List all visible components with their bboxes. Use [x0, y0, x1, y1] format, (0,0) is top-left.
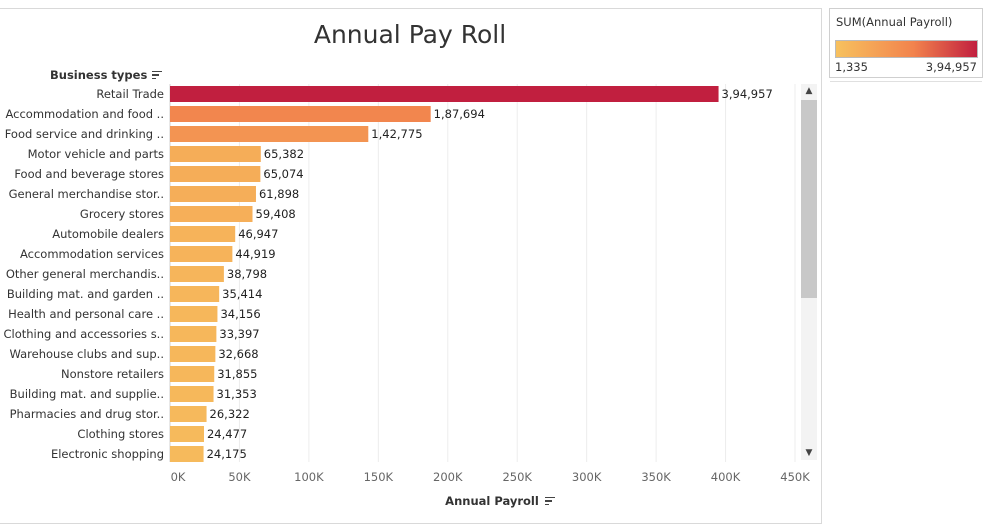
category-label: Motor vehicle and parts — [28, 147, 164, 161]
data-label: 33,397 — [219, 327, 259, 341]
legend-max-label: 3,94,957 — [925, 60, 977, 74]
scroll-down-icon[interactable]: ▼ — [805, 448, 813, 458]
data-label: 34,156 — [220, 307, 260, 321]
data-label: 65,382 — [264, 147, 304, 161]
category-label: Clothing stores — [77, 427, 164, 441]
sort-icon[interactable] — [152, 70, 163, 80]
category-label: Warehouse clubs and sup.. — [9, 347, 164, 361]
data-label: 31,353 — [217, 387, 257, 401]
category-label: Grocery stores — [80, 207, 164, 221]
bar — [170, 386, 214, 402]
category-label: Health and personal care .. — [8, 307, 164, 321]
bar — [170, 206, 253, 222]
bar — [170, 266, 224, 282]
bar — [170, 426, 204, 442]
bar — [170, 306, 218, 322]
bar — [170, 246, 233, 262]
category-label: Accommodation services — [20, 247, 164, 261]
row-header-label: Business types — [50, 68, 148, 82]
vertical-scrollbar[interactable]: ▲ ▼ — [801, 84, 817, 460]
bar — [170, 86, 719, 102]
legend-divider — [830, 81, 982, 82]
data-label: 35,414 — [222, 287, 262, 301]
category-label: Clothing and accessories s.. — [3, 327, 164, 341]
category-label: Nonstore retailers — [61, 367, 164, 381]
data-label: 38,798 — [227, 267, 267, 281]
x-tick-label: 450K — [780, 470, 810, 484]
x-tick-label: 300K — [572, 470, 602, 484]
data-label: 61,898 — [259, 187, 299, 201]
category-label: Pharmacies and drug stor.. — [10, 407, 164, 421]
bar — [170, 226, 236, 242]
chart-title: Annual Pay Roll — [313, 20, 507, 49]
category-label: Electronic shopping — [51, 447, 164, 461]
category-label: Food service and drinking .. — [5, 127, 164, 141]
x-tick-label: 400K — [711, 470, 741, 484]
category-label: Other general merchandis.. — [6, 267, 164, 281]
scroll-up-icon[interactable]: ▲ — [805, 86, 813, 96]
data-label: 46,947 — [238, 227, 278, 241]
x-tick-label: 150K — [364, 470, 394, 484]
x-tick-label: 0K — [171, 470, 186, 484]
category-label: Accommodation and food .. — [6, 107, 165, 121]
color-legend: SUM(Annual Payroll) 1,335 3,94,957 — [829, 8, 983, 82]
bar — [170, 406, 207, 422]
bar — [170, 366, 215, 382]
sort-icon[interactable] — [544, 496, 555, 506]
bar-chart: 0K 50K 100K 150K 200K 250K 300K 350K 400K 450K Ret… — [3, 84, 810, 484]
category-label: General merchandise stor.. — [9, 187, 164, 201]
x-tick-label: 100K — [294, 470, 324, 484]
scroll-thumb[interactable] — [801, 100, 817, 298]
legend-color-ramp — [835, 40, 978, 58]
bar — [170, 346, 216, 362]
data-label: 59,408 — [256, 207, 296, 221]
category-label: Building mat. and supplie.. — [10, 387, 164, 401]
category-label: Food and beverage stores — [14, 167, 164, 181]
data-label: 1,42,775 — [371, 127, 422, 141]
x-tick-label: 350K — [641, 470, 671, 484]
bar — [170, 166, 261, 182]
legend-title: SUM(Annual Payroll) — [836, 15, 953, 29]
category-label: Automobile dealers — [52, 227, 164, 241]
x-axis-label: Annual Payroll — [445, 494, 539, 508]
data-label: 65,074 — [263, 167, 303, 181]
bar — [170, 146, 261, 162]
row-header[interactable]: Business types — [50, 68, 163, 82]
category-label: Building mat. and garden .. — [7, 287, 164, 301]
x-tick-label: 50K — [228, 470, 251, 484]
bar — [170, 126, 369, 142]
x-tick-label: 250K — [502, 470, 532, 484]
legend-min-label: 1,335 — [835, 60, 868, 74]
data-label: 26,322 — [210, 407, 250, 421]
bar — [170, 186, 256, 202]
x-axis-title[interactable]: Annual Payroll — [420, 494, 580, 508]
data-label: 1,87,694 — [434, 107, 485, 121]
data-label: 3,94,957 — [722, 87, 773, 101]
data-label: 24,175 — [207, 447, 247, 461]
x-tick-label: 200K — [433, 470, 463, 484]
bar — [170, 446, 204, 462]
bar — [170, 106, 431, 122]
data-label: 31,855 — [217, 367, 257, 381]
data-label: 32,668 — [218, 347, 258, 361]
data-label: 44,919 — [235, 247, 275, 261]
bar — [170, 326, 217, 342]
bar — [170, 286, 220, 302]
data-label: 24,477 — [207, 427, 247, 441]
category-label: Retail Trade — [96, 87, 164, 101]
